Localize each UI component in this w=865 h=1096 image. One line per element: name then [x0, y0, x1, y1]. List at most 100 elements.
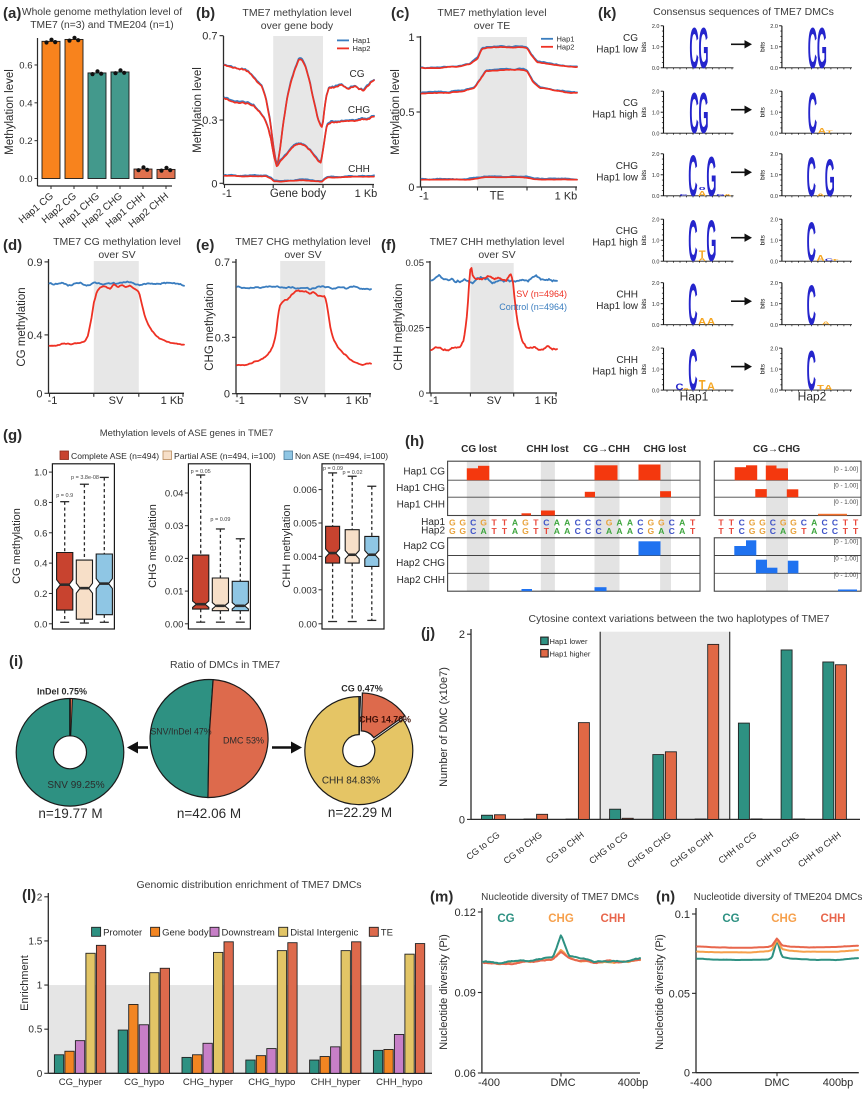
svg-text:(e): (e): [196, 237, 214, 254]
svg-text:Genomic distribution enrichmen: Genomic distribution enrichment of TME7 …: [136, 879, 361, 891]
svg-text:CHG methylation: CHG methylation: [204, 283, 216, 371]
svg-text:1 Kb: 1 Kb: [355, 188, 378, 200]
svg-text:over SV: over SV: [98, 249, 135, 261]
svg-text:0.03: 0.03: [165, 521, 184, 532]
svg-text:CG methylation: CG methylation: [16, 287, 28, 366]
svg-text:Hap1 CG: Hap1 CG: [403, 467, 445, 478]
svg-text:Hap1 high: Hap1 high: [592, 238, 638, 249]
svg-text:T: T: [843, 526, 849, 536]
svg-text:2: 2: [37, 892, 43, 903]
svg-text:(d): (d): [3, 237, 22, 254]
svg-text:G: G: [706, 209, 716, 274]
svg-text:T: T: [729, 526, 735, 536]
svg-text:(k): (k): [598, 5, 616, 22]
svg-text:bits: bits: [641, 106, 648, 117]
svg-text:A: A: [616, 526, 622, 536]
svg-text:0.0: 0.0: [770, 66, 778, 72]
svg-text:0.0: 0.0: [770, 259, 778, 265]
svg-text:2.0: 2.0: [652, 217, 660, 223]
svg-text:(l): (l): [22, 887, 36, 904]
svg-text:bits: bits: [759, 234, 766, 245]
svg-text:C: C: [808, 81, 817, 146]
svg-text:A: A: [627, 526, 633, 536]
svg-text:0.7: 0.7: [215, 257, 230, 269]
svg-text:CG lost: CG lost: [461, 444, 497, 455]
svg-text:0.6: 0.6: [19, 60, 32, 71]
svg-text:CG: CG: [623, 33, 638, 44]
svg-text:A: A: [481, 526, 487, 536]
svg-text:1 Kb: 1 Kb: [346, 395, 369, 407]
svg-text:DMC: DMC: [550, 1077, 575, 1089]
svg-text:SV: SV: [487, 395, 502, 407]
svg-text:T: T: [491, 526, 497, 536]
svg-text:0.005: 0.005: [293, 519, 317, 530]
svg-text:1.0: 1.0: [652, 173, 660, 179]
svg-text:0.3: 0.3: [202, 115, 217, 127]
svg-text:(a): (a): [3, 5, 21, 22]
svg-text:G: G: [825, 149, 835, 208]
svg-text:C: C: [739, 526, 745, 536]
svg-text:-400: -400: [690, 1077, 712, 1089]
svg-text:[0 - 1.00]: [0 - 1.00]: [834, 572, 859, 579]
svg-text:SNV/InDel 47%: SNV/InDel 47%: [150, 727, 211, 737]
svg-text:[0 - 1.00]: [0 - 1.00]: [834, 539, 859, 546]
svg-text:bits: bits: [759, 298, 766, 309]
svg-text:[0 - 1.00]: [0 - 1.00]: [834, 483, 859, 490]
svg-text:A: A: [698, 189, 706, 198]
svg-text:p = 0.09: p = 0.09: [323, 466, 343, 472]
svg-text:Hap1 CHG: Hap1 CHG: [396, 483, 445, 494]
svg-text:0: 0: [419, 389, 424, 400]
svg-text:1.0: 1.0: [652, 45, 660, 51]
svg-text:G: G: [790, 526, 797, 536]
svg-text:-1: -1: [419, 191, 429, 203]
svg-text:over gene body: over gene body: [261, 20, 334, 32]
svg-text:CG_hyper: CG_hyper: [59, 1077, 102, 1088]
svg-text:G: G: [698, 15, 708, 80]
svg-text:C: C: [470, 526, 476, 536]
svg-text:0.0: 0.0: [19, 174, 32, 185]
svg-text:0: 0: [459, 814, 465, 826]
svg-text:0.2: 0.2: [19, 136, 32, 147]
svg-text:over SV: over SV: [478, 249, 515, 261]
svg-text:1.0: 1.0: [770, 367, 778, 373]
svg-text:0.0: 0.0: [652, 388, 660, 394]
svg-text:1.0: 1.0: [652, 110, 660, 116]
svg-text:Hap2: Hap2: [421, 526, 445, 537]
svg-text:Cytosine context variations be: Cytosine context variations between the …: [529, 613, 830, 625]
svg-text:A: A: [723, 193, 731, 196]
svg-text:1.0: 1.0: [770, 302, 778, 308]
svg-text:2.0: 2.0: [770, 152, 778, 158]
svg-text:CHH: CHH: [616, 290, 638, 301]
svg-text:G: G: [522, 526, 529, 536]
svg-text:Nucleotide diversity (Pi): Nucleotide diversity (Pi): [654, 934, 666, 1050]
svg-text:-1: -1: [222, 188, 232, 200]
svg-text:0.0: 0.0: [770, 388, 778, 394]
svg-text:G: G: [459, 526, 466, 536]
svg-text:G: G: [449, 526, 456, 536]
svg-text:0: 0: [211, 178, 217, 190]
svg-text:A: A: [822, 321, 830, 326]
svg-text:0.0: 0.0: [652, 194, 660, 200]
svg-text:TE: TE: [490, 191, 505, 203]
svg-text:C: C: [688, 143, 697, 208]
svg-text:CHG methylation: CHG methylation: [147, 504, 159, 588]
svg-text:Methylation levels of ASE gene: Methylation levels of ASE genes in TME7: [100, 428, 274, 439]
svg-text:0.00: 0.00: [165, 619, 184, 630]
svg-text:[0 - 1.00]: [0 - 1.00]: [834, 556, 859, 563]
svg-text:-1: -1: [429, 395, 439, 407]
svg-text:Hap1: Hap1: [680, 390, 709, 404]
svg-text:T: T: [853, 526, 859, 536]
svg-text:0.05: 0.05: [406, 258, 425, 269]
svg-text:bits: bits: [641, 298, 648, 309]
svg-text:1: 1: [408, 32, 414, 44]
svg-text:1 Kb: 1 Kb: [161, 395, 184, 407]
svg-text:Hap2: Hap2: [557, 43, 575, 52]
svg-text:Hap1 high: Hap1 high: [592, 367, 638, 378]
svg-text:n=19.77 M: n=19.77 M: [38, 806, 102, 821]
svg-text:C: C: [637, 526, 643, 536]
svg-text:Hap1 low: Hap1 low: [596, 301, 638, 312]
svg-text:(c): (c): [391, 5, 409, 22]
svg-text:p = 0.05: p = 0.05: [191, 469, 211, 475]
svg-text:(m): (m): [430, 889, 453, 906]
svg-text:0.00: 0.00: [299, 619, 318, 630]
